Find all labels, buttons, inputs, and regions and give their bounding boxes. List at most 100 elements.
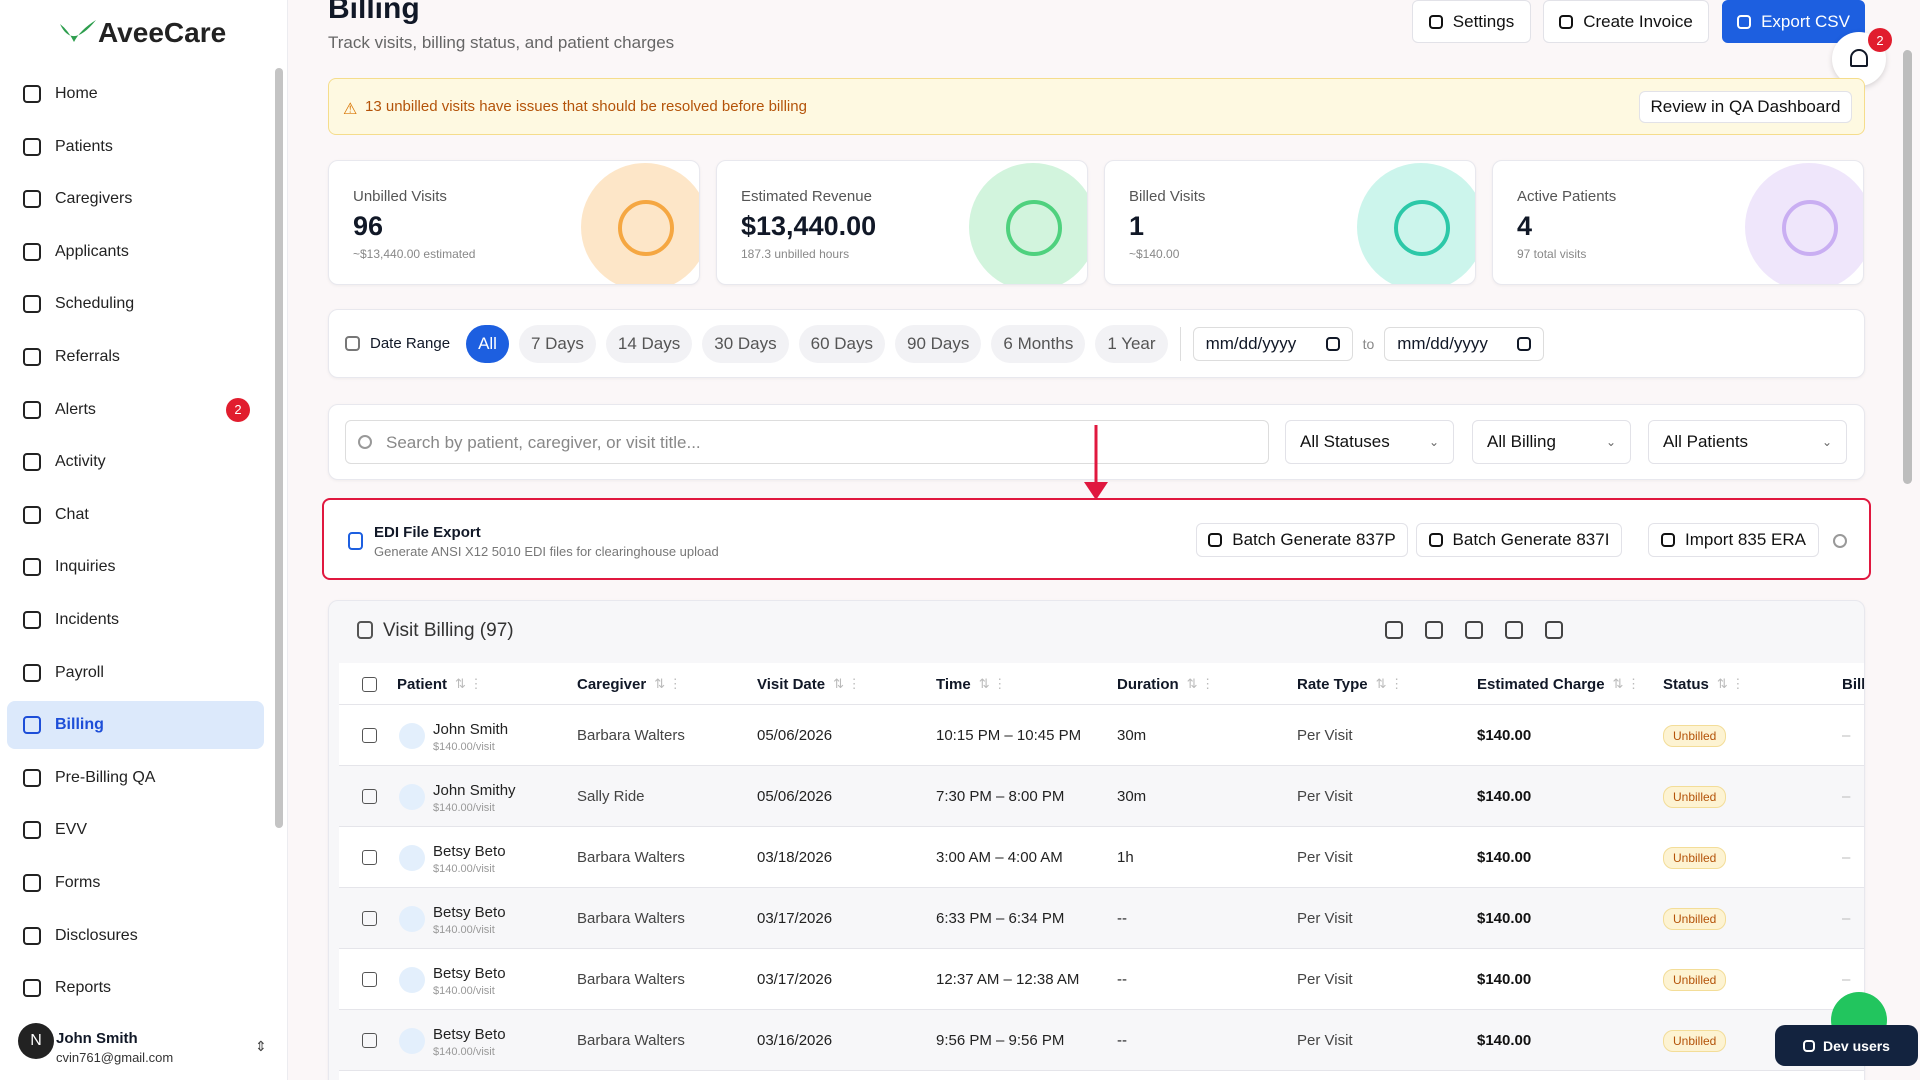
date-input-value: mm/dd/yyyy — [1205, 333, 1297, 353]
table-tool[interactable] — [1545, 621, 1563, 639]
table-row[interactable]: John Smith $140.00/visit Barbara Walters 05… — [339, 705, 1864, 766]
filter-select[interactable]: All Billing ⌄ — [1472, 420, 1631, 464]
nav-label: Pre-Billing QA — [55, 768, 156, 786]
stat-card: Estimated Revenue $13,440.00 187.3 unbille… — [716, 160, 1088, 285]
nav-icon — [23, 295, 41, 314]
nav-item[interactable]: Applicants — [7, 228, 264, 276]
date-option[interactable]: 14 Days — [605, 324, 693, 363]
date-separator: to — [1362, 335, 1375, 352]
notification-count: 2 — [1868, 28, 1892, 52]
edi-button[interactable]: Batch Generate 837P — [1196, 523, 1408, 557]
date-option[interactable]: 90 Days — [895, 324, 982, 363]
nav-icon — [23, 821, 41, 840]
row-checkbox[interactable] — [362, 850, 377, 865]
column-header[interactable]: Duration ⇅ ⋮ — [1117, 663, 1214, 705]
cell-time: 10:15 PM – 10:45 PM — [936, 727, 1082, 744]
filter-select[interactable]: All Patients ⌄ — [1648, 420, 1847, 464]
date-option[interactable]: All — [466, 324, 509, 363]
nav-item[interactable]: Incidents — [7, 596, 264, 644]
table-row[interactable]: Betsy Beto $140.00/visit Barbara Walters 03… — [339, 1010, 1864, 1071]
nav-item[interactable]: Referrals — [7, 333, 264, 381]
nav-item[interactable]: Scheduling — [7, 280, 264, 328]
column-header[interactable]: Estimated Charge ⇅ ⋮ — [1477, 663, 1640, 705]
row-checkbox[interactable] — [362, 728, 377, 743]
table-tool[interactable] — [1465, 621, 1483, 639]
row-checkbox[interactable] — [362, 789, 377, 804]
nav-icon — [23, 242, 41, 261]
cell-rate-type: Per Visit — [1297, 727, 1353, 744]
date-option[interactable]: 30 Days — [702, 324, 789, 363]
date-input-icon — [1517, 336, 1532, 351]
nav-item[interactable]: Alerts 2 — [7, 386, 264, 434]
nav-icon — [23, 190, 41, 209]
header-button[interactable]: Settings — [1412, 0, 1531, 43]
column-header[interactable]: Patient ⇅ ⋮ — [397, 663, 483, 705]
column-header[interactable]: Time ⇅ ⋮ — [936, 663, 1006, 705]
filter-chevron: ⌄ — [1428, 435, 1439, 449]
column-header[interactable]: Rate Type ⇅ ⋮ — [1297, 663, 1403, 705]
header-button[interactable]: Export CSV — [1722, 0, 1865, 43]
cell-time: 9:56 PM – 9:56 PM — [936, 1032, 1065, 1049]
edi-button[interactable]: Import 835 ERA — [1648, 523, 1819, 557]
search-placeholder: Search by patient, caregiver, or visit t… — [386, 433, 701, 452]
user-menu-toggle[interactable]: ⇕ — [255, 1038, 267, 1054]
search-box[interactable]: Search by patient, caregiver, or visit t… — [345, 420, 1269, 464]
cell-status: Unbilled — [1663, 949, 1727, 1010]
column-header[interactable]: Caregiver ⇅ ⋮ — [577, 663, 682, 705]
date-option[interactable]: 7 Days — [518, 324, 596, 363]
nav-item[interactable]: EVV — [7, 806, 264, 854]
nav-item[interactable]: Home — [7, 70, 264, 118]
nav-label: Chat — [55, 505, 89, 523]
date-option[interactable]: 1 Year — [1095, 324, 1168, 363]
edi-button[interactable]: Batch Generate 837I — [1416, 523, 1622, 557]
select-all[interactable] — [362, 677, 377, 692]
notification-bell[interactable]: 2 — [1832, 28, 1892, 86]
column-label: Patient — [397, 675, 448, 693]
nav-item[interactable]: Inquiries — [7, 543, 264, 591]
date-option[interactable]: 60 Days — [798, 324, 886, 363]
table-tool[interactable] — [1505, 621, 1523, 639]
button-icon — [1559, 14, 1574, 29]
table-tool[interactable] — [1425, 621, 1443, 639]
button-label: Dev users — [1823, 1037, 1890, 1054]
date-input[interactable]: mm/dd/yyyy — [1192, 326, 1353, 361]
nav-item[interactable]: Forms — [7, 859, 264, 907]
divider — [1179, 326, 1181, 361]
nav-item[interactable]: Payroll — [7, 649, 264, 697]
table-row[interactable]: John Smithy $140.00/visit Sally Ride 05/06/… — [339, 766, 1864, 827]
sort-icon: ⇅ ⋮ — [1716, 676, 1745, 691]
table-tool[interactable] — [1385, 621, 1403, 639]
date-input[interactable]: mm/dd/yyyy — [1384, 326, 1545, 361]
table-row[interactable]: Betsy Beto $140.00/visit Barbara Walters 03… — [339, 949, 1864, 1010]
column-header[interactable]: Status ⇅ ⋮ — [1663, 663, 1744, 705]
stat-card: Billed Visits 1 ~$140.00 — [1104, 160, 1476, 285]
column-header[interactable]: Visit Date ⇅ ⋮ — [757, 663, 861, 705]
nav-item[interactable]: Activity — [7, 438, 264, 486]
nav-icon — [23, 400, 41, 419]
row-checkbox[interactable] — [362, 1033, 377, 1048]
row-checkbox[interactable] — [362, 911, 377, 926]
table-row[interactable]: Betsy Beto $140.00/visit Barbara Walters 03… — [339, 827, 1864, 888]
nav-item[interactable]: Disclosures — [7, 912, 264, 960]
patient-avatar — [399, 967, 425, 993]
alert-action[interactable]: Review in QA Dashboard — [1639, 91, 1852, 123]
header-button[interactable]: Create Invoice — [1543, 0, 1709, 43]
cell-time: 6:33 PM – 6:34 PM — [936, 910, 1065, 927]
row-checkbox[interactable] — [362, 972, 377, 987]
stat-value: 1 — [1129, 211, 1145, 241]
nav-item[interactable]: Pre-Billing QA — [7, 754, 264, 802]
dev-users-button[interactable]: Dev users — [1775, 1025, 1918, 1066]
table-row[interactable]: Betsy Beto $140.00/visit Barbara Walters 03… — [339, 888, 1864, 949]
date-option[interactable]: 6 Months — [991, 324, 1086, 363]
logo-icon — [60, 20, 96, 42]
nav-item[interactable]: Billing — [7, 701, 264, 750]
nav-item[interactable]: Caregivers — [7, 175, 264, 223]
nav-item[interactable]: Chat — [7, 491, 264, 539]
nav-item[interactable]: Patients — [7, 123, 264, 171]
column-header[interactable]: Bill — [1842, 663, 1864, 705]
cell-billing: – — [1842, 910, 1851, 927]
nav-item[interactable]: Reports — [7, 964, 264, 1012]
nav-label: Applicants — [55, 242, 129, 260]
filter-select[interactable]: All Statuses ⌄ — [1285, 420, 1454, 464]
date-filter: Date Range All 7 Days 14 Days 30 Days 60 Days… — [328, 309, 1865, 378]
